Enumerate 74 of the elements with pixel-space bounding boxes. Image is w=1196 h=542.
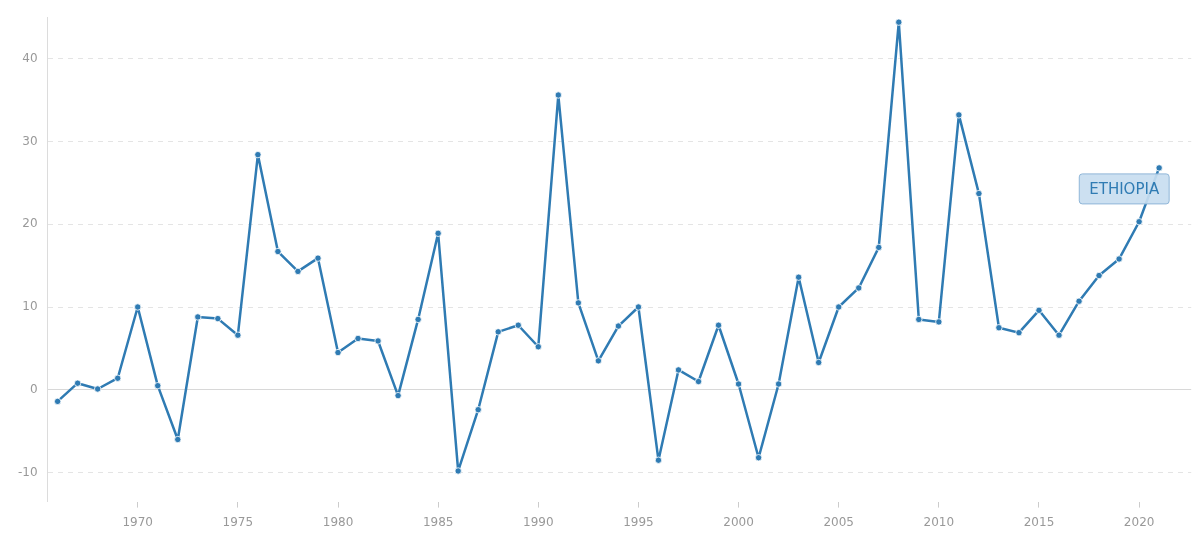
x-tick-label: 1970: [122, 514, 153, 529]
point: [1035, 306, 1043, 314]
x-tick-label: 2005: [823, 514, 854, 529]
point: [174, 435, 182, 444]
point: [454, 467, 462, 475]
point: [394, 392, 402, 400]
point: [1155, 164, 1163, 172]
point: [114, 374, 122, 382]
point: [614, 322, 622, 330]
x-tick-label: 1980: [322, 514, 354, 529]
point: [995, 324, 1003, 332]
point: [634, 303, 643, 311]
point: [955, 111, 963, 119]
point: [334, 348, 342, 357]
point: [594, 357, 602, 365]
y-tick-label: 40: [22, 50, 38, 65]
point: [294, 267, 302, 276]
point: [494, 328, 502, 336]
x-tick-label: 2010: [923, 514, 955, 529]
point: [214, 315, 222, 323]
point: [254, 151, 262, 159]
point: [935, 318, 943, 326]
point: [534, 343, 542, 351]
point: [234, 331, 242, 339]
point: [414, 315, 422, 324]
point: [354, 334, 362, 343]
point: [654, 456, 663, 464]
point: [434, 229, 442, 237]
x-tick-label: 1990: [523, 514, 554, 529]
y-tick-label: 10: [22, 299, 38, 314]
series-label: ETHIOPIA: [1089, 179, 1160, 198]
point: [795, 273, 803, 281]
point: [875, 243, 883, 251]
point: [1115, 255, 1123, 263]
point: [1135, 218, 1143, 226]
x-tick-label: 2015: [1023, 514, 1055, 529]
point: [194, 313, 202, 321]
point: [674, 366, 683, 374]
point: [514, 321, 522, 329]
point: [855, 284, 863, 292]
y-tick-label: 30: [22, 133, 38, 148]
x-tick-label: 2000: [723, 514, 754, 529]
point: [1055, 331, 1063, 339]
point: [755, 454, 763, 462]
point: [694, 377, 703, 386]
point: [574, 299, 582, 307]
point: [1095, 271, 1103, 280]
y-tick-label: 0: [29, 381, 38, 396]
x-tick-label: 1975: [222, 514, 254, 529]
point: [1075, 297, 1083, 305]
point: [714, 321, 723, 329]
x-tick-label: 1985: [422, 514, 454, 529]
point: [554, 91, 562, 99]
point: [374, 337, 382, 345]
point: [134, 303, 142, 311]
x-tick-label: 2020: [1123, 514, 1155, 529]
y-tick-label: 20: [22, 216, 38, 231]
y-tick-label: -10: [17, 464, 38, 479]
point: [835, 303, 843, 311]
point: [274, 247, 282, 256]
point: [915, 315, 923, 324]
point: [94, 385, 102, 393]
point: [474, 406, 482, 414]
point: [1015, 329, 1023, 337]
point: [154, 382, 162, 390]
point: [975, 189, 983, 198]
point: [895, 18, 903, 26]
x-tick-label: 1995: [623, 514, 654, 529]
point: [54, 397, 62, 406]
point: [815, 358, 823, 367]
point: [314, 254, 322, 262]
point: [775, 380, 783, 388]
point: [74, 379, 82, 387]
point: [734, 380, 743, 388]
